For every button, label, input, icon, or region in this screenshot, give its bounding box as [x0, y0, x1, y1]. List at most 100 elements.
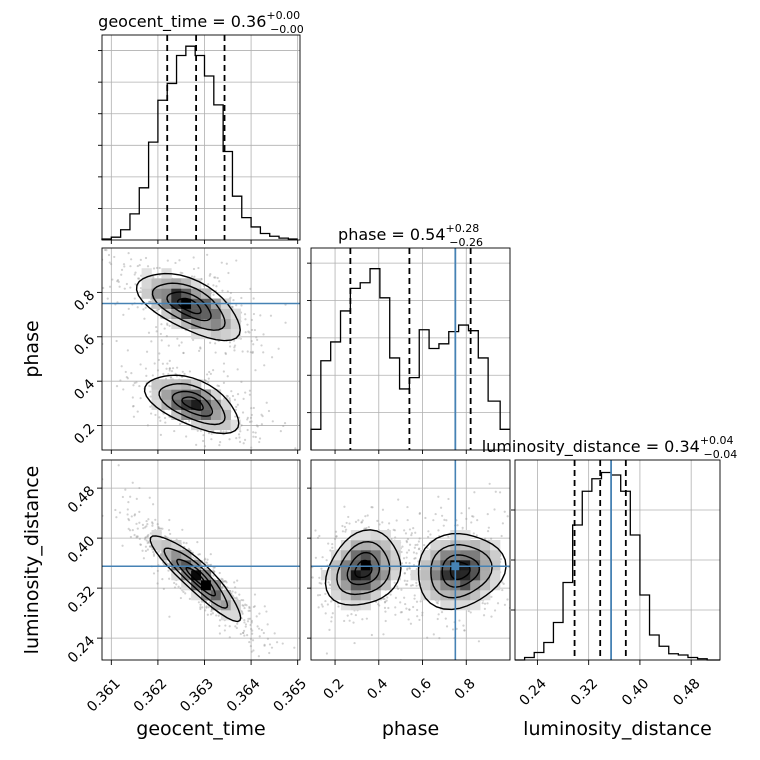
scatter-point — [131, 405, 135, 408]
density-cell — [480, 560, 491, 571]
scatter-point — [248, 389, 252, 392]
scatter-point — [133, 381, 136, 385]
scatter-point — [139, 543, 143, 546]
y-tick-label: 0.6 — [71, 332, 98, 359]
scatter-point — [328, 567, 332, 570]
scatter-point — [241, 411, 245, 414]
density-cell — [440, 600, 451, 611]
scatter-point — [294, 447, 297, 450]
contour-line — [181, 396, 204, 411]
scatter-point — [405, 551, 409, 554]
scatter-point — [385, 599, 388, 602]
scatter-point — [403, 572, 407, 575]
scatter-point — [209, 372, 212, 376]
density-cell — [161, 288, 172, 299]
scatter-point — [123, 287, 126, 290]
scatter-point — [115, 339, 118, 343]
scatter-point — [159, 527, 163, 530]
scatter-point — [524, 561, 526, 563]
scatter-point — [243, 621, 246, 624]
scatter-point — [254, 431, 257, 434]
scatter-point — [383, 597, 386, 600]
density-cell — [430, 540, 441, 551]
scatter-point — [376, 519, 379, 522]
density-cell — [171, 560, 182, 571]
scatter-point — [386, 596, 389, 599]
scatter-point — [242, 631, 245, 635]
scatter-point — [467, 609, 470, 613]
scatter-point — [421, 611, 424, 614]
contour-line — [158, 382, 226, 426]
scatter-point — [498, 491, 502, 494]
pair-panel-phase-luminosity_distance — [310, 459, 526, 661]
x-tick-label: 0.24 — [517, 676, 550, 709]
scatter-point — [500, 534, 503, 538]
scatter-point — [301, 415, 303, 417]
scatter-point — [335, 535, 338, 538]
density-cell — [440, 590, 451, 601]
scatter-point — [235, 437, 238, 440]
scatter-point — [203, 379, 206, 382]
scatter-point — [176, 337, 179, 340]
scatter-point — [115, 385, 119, 388]
scatter-point — [91, 276, 93, 278]
scatter-point — [156, 582, 159, 585]
scatter-point — [436, 617, 439, 621]
density-cell — [161, 550, 172, 561]
panel-frame — [101, 247, 301, 451]
scatter-point — [108, 285, 112, 288]
scatter-point — [240, 304, 243, 307]
scatter-point — [331, 546, 334, 549]
density-cell — [480, 570, 491, 581]
contour-line — [185, 567, 208, 588]
scatter-point — [236, 579, 239, 582]
scatter-point — [250, 619, 253, 623]
density-cell — [191, 379, 202, 390]
scatter-point — [224, 352, 227, 356]
scatter-point — [94, 260, 96, 262]
density-cell — [220, 610, 231, 621]
density-cell — [201, 288, 212, 299]
scatter-point — [114, 508, 117, 512]
scatter-point — [282, 424, 285, 428]
scatter-point — [252, 406, 255, 410]
scatter-point — [155, 330, 158, 333]
scatter-point — [223, 629, 226, 632]
scatter-point — [236, 622, 239, 625]
scatter-point — [244, 318, 247, 321]
scatter-point — [519, 565, 521, 567]
density-cell — [230, 419, 241, 431]
scatter-point — [152, 276, 155, 279]
density-cell — [370, 590, 381, 601]
density-cell — [480, 580, 491, 591]
scatter-point — [218, 619, 222, 622]
scatter-point — [343, 525, 347, 529]
scatter-point — [236, 368, 239, 371]
density-cell — [490, 550, 501, 561]
scatter-point — [252, 297, 255, 300]
scatter-point — [408, 562, 411, 565]
density-cell — [181, 318, 192, 330]
scatter-point — [484, 537, 487, 540]
density-cell — [340, 590, 352, 601]
scatter-point — [168, 615, 171, 618]
scatter-point — [256, 425, 259, 428]
scatter-point — [447, 497, 450, 501]
title-sub: −0.00 — [270, 23, 304, 36]
scatter-point — [219, 429, 222, 433]
scatter-point — [250, 627, 253, 631]
scatter-point — [258, 440, 261, 444]
scatter-point — [199, 346, 202, 349]
scatter-point — [242, 599, 245, 602]
scatter-point — [191, 338, 195, 341]
scatter-point — [221, 578, 224, 581]
scatter-point — [235, 259, 238, 262]
scatter-point — [426, 546, 429, 550]
scatter-point — [206, 373, 209, 376]
scatter-point — [252, 431, 255, 434]
scatter-point — [204, 609, 207, 612]
scatter-point — [451, 628, 455, 631]
scatter-point — [275, 686, 277, 688]
scatter-point — [182, 541, 185, 544]
title-main: geocent_time = 0.36 — [98, 12, 266, 32]
